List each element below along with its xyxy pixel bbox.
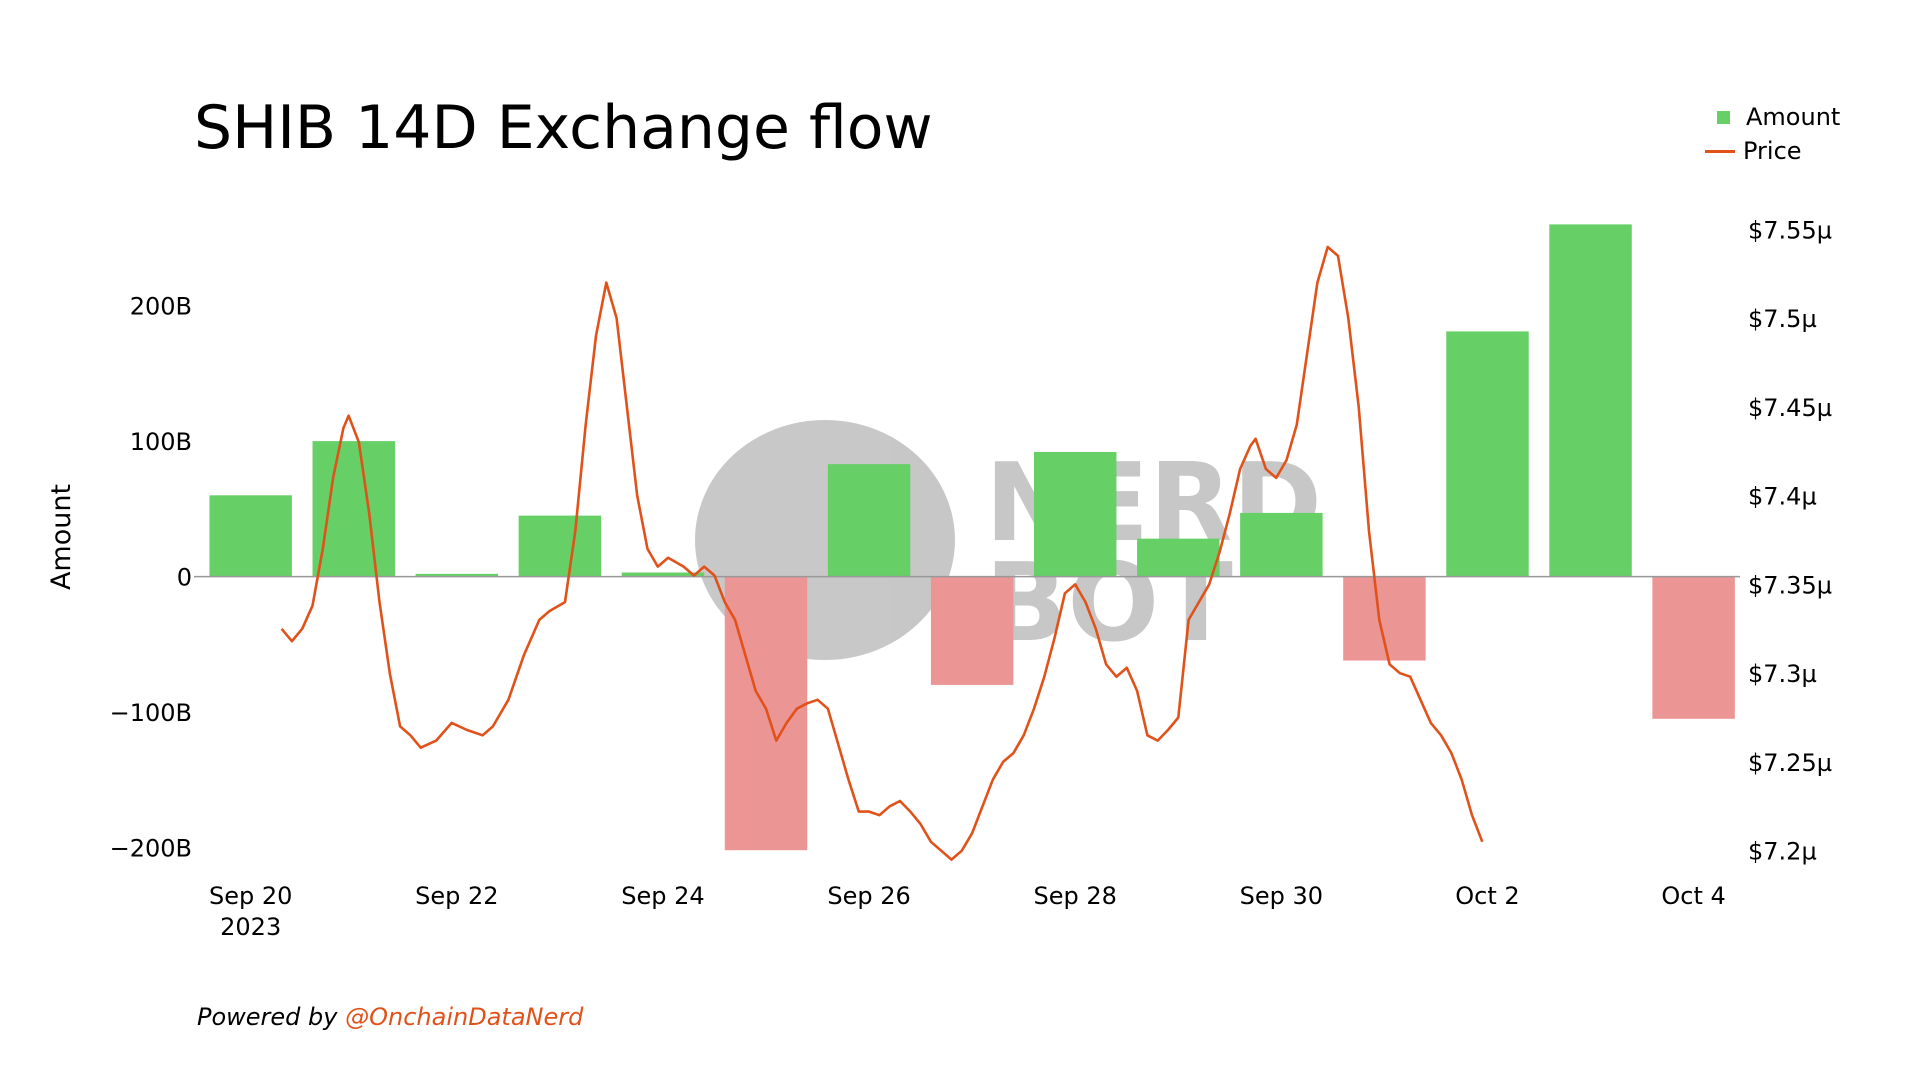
x-tick-label: Sep 28 [1034, 882, 1117, 910]
amount-bar [827, 464, 911, 577]
amount-bar [1240, 512, 1323, 577]
y-tick-label: 100B [130, 428, 192, 456]
legend-item-price: Price [1705, 134, 1840, 168]
legend: Amount Price [1705, 100, 1840, 168]
x-tick-label: Sep 30 [1240, 882, 1323, 910]
y-tick-label: 0 [177, 564, 192, 592]
x-axis-ticks: Sep 20 2023 Sep 22 Sep 24 Sep 26 Sep 28 Sep 30… [209, 882, 1726, 941]
y2-tick-label: $7.35µ [1748, 571, 1832, 599]
legend-label-price: Price [1743, 137, 1802, 165]
chart-title: SHIB 14D Exchange flow [194, 93, 933, 163]
y2-tick-label: $7.2µ [1748, 838, 1817, 866]
x-tick-label: Sep 24 [621, 882, 704, 910]
y-tick-label: 200B [130, 293, 192, 321]
amount-bar [930, 576, 1014, 685]
y2-tick-label: $7.25µ [1748, 749, 1832, 777]
legend-swatch-price [1705, 149, 1735, 153]
y-tick-label: −100B [110, 699, 192, 727]
y2-tick-label: $7.5µ [1748, 305, 1817, 333]
y-axis-title: Amount [46, 484, 77, 590]
amount-bar [312, 441, 395, 577]
footer-handle[interactable]: @OnchainDataNerd [345, 1003, 584, 1031]
x-tick-sublabel: 2023 [220, 913, 281, 941]
y-tick-label: −200B [110, 834, 192, 862]
x-tick-label: Oct 4 [1661, 882, 1725, 910]
x-tick-label: Sep 20 [209, 882, 292, 910]
legend-swatch-amount [1717, 110, 1730, 124]
amount-bar [1343, 576, 1426, 661]
amount-bar [1446, 331, 1529, 577]
y-axis-left-ticks: 200B 100B 0 −100B −200B [110, 293, 192, 863]
amount-bar [1033, 451, 1117, 577]
amount-bar [415, 573, 499, 577]
x-tick-label: Sep 26 [827, 882, 910, 910]
amount-bar [1549, 224, 1632, 577]
y2-tick-label: $7.45µ [1748, 394, 1832, 422]
y-axis-right-ticks: $7.55µ $7.5µ $7.45µ $7.4µ $7.35µ $7.3µ $7.25µ $… [1748, 216, 1832, 865]
legend-item-amount: Amount [1705, 100, 1840, 134]
x-tick-label: Oct 2 [1455, 882, 1519, 910]
y2-tick-label: $7.55µ [1748, 216, 1832, 244]
legend-label-amount: Amount [1746, 103, 1841, 131]
x-tick-label: Sep 22 [415, 882, 498, 910]
price-line [280, 245, 1484, 861]
y2-tick-label: $7.4µ [1748, 483, 1817, 511]
amount-bar [518, 515, 602, 577]
amount-bar [621, 572, 705, 577]
amount-bar [1652, 576, 1735, 719]
amount-bar [1137, 538, 1220, 577]
footer-credit: Powered by @OnchainDataNerd [197, 1003, 583, 1031]
footer-prefix: Powered by [197, 1003, 338, 1031]
amount-bars [209, 224, 1735, 851]
y2-tick-label: $7.3µ [1748, 660, 1817, 688]
amount-bar [209, 495, 292, 577]
